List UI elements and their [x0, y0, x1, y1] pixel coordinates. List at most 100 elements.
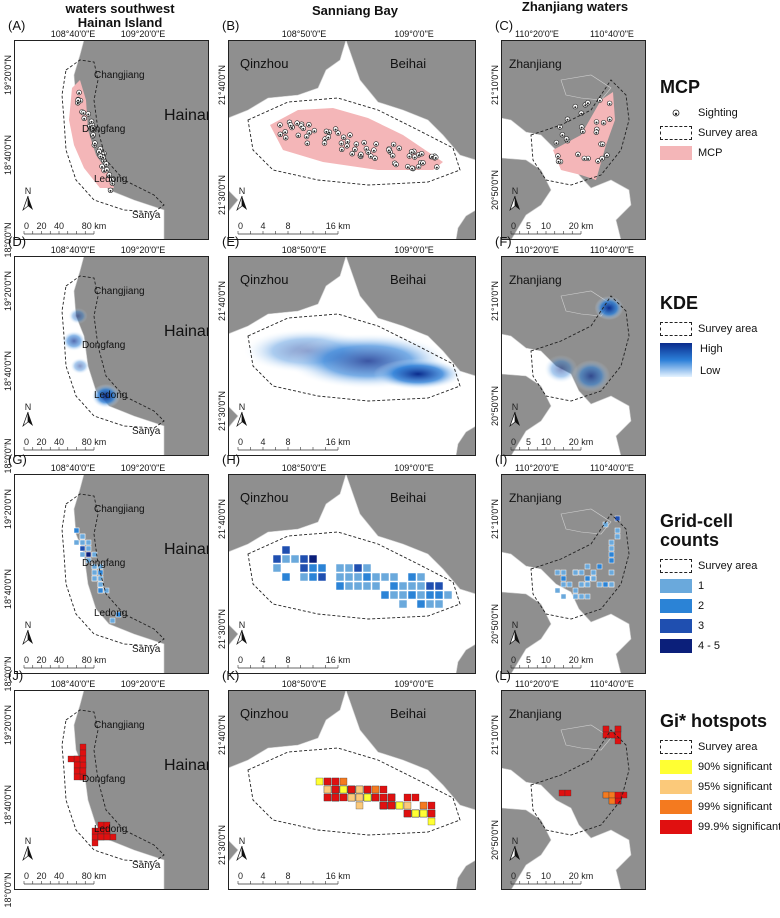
hotspot-cell — [67, 755, 75, 763]
kde-density-blob — [70, 358, 90, 374]
grid-cell — [572, 593, 579, 600]
grid-cell — [590, 575, 597, 582]
grid-cell — [97, 587, 104, 594]
legend-kde: KDE Survey area High Low — [660, 294, 778, 444]
grid-cell — [560, 569, 567, 576]
north-arrow-icon: N — [236, 186, 247, 212]
grid-cell — [272, 563, 282, 573]
legend-row: 95% significant — [660, 779, 772, 795]
land-mass — [345, 256, 476, 377]
place-label: Dongfang — [82, 340, 125, 351]
grid-cell — [566, 581, 573, 588]
legend-label: 99.9% significant — [698, 821, 780, 833]
scale-label: 0 — [238, 221, 243, 231]
grid-cell — [407, 572, 417, 582]
legend-row: Survey area — [660, 321, 757, 337]
kde-density-blob — [62, 331, 86, 351]
grid-cell — [608, 557, 615, 564]
hotspot-cell — [379, 785, 388, 794]
legend-gi: Gi* hotspots Survey area 90% significant 95… — [660, 712, 780, 862]
hotspot-cell — [387, 801, 396, 810]
legend-title: KDE — [660, 294, 698, 313]
legend-grid: Grid-cell counts Survey area 1 2 3 4 - 5 — [660, 512, 778, 662]
scale-label: 16 km — [326, 871, 351, 881]
grid-cell — [584, 581, 591, 588]
hotspot-cell — [79, 761, 87, 769]
longitude-tick-label: 109°0'0"E — [394, 245, 434, 255]
grid-cell — [416, 572, 426, 582]
land-mass — [228, 405, 239, 429]
place-label: Sanya — [132, 426, 161, 437]
land-mass — [455, 425, 476, 456]
map-canvas: Zhanjiang N 0 5 10 20 km — [501, 40, 646, 240]
kde-color-ramp — [660, 343, 692, 377]
hotspot-cell — [331, 777, 340, 786]
place-label: Hainan — [164, 757, 209, 774]
legend-swatch — [660, 820, 692, 835]
grid-cell — [590, 569, 597, 576]
place-label: Changjiang — [94, 504, 145, 515]
grid-cell — [443, 590, 453, 600]
scale-label: 40 — [54, 655, 64, 665]
grid-cell — [608, 539, 615, 546]
map-canvas: Qinzhou Beihai N 0 4 8 16 km — [228, 256, 476, 456]
survey-area-boundary — [530, 513, 630, 620]
map-panel-a: Changjiang Dongfang Ledong Sanya Hainan N 0 20 4… — [14, 40, 209, 240]
map-canvas: Changjiang Dongfang Ledong Sanya Hainan N 0 20 4… — [14, 690, 209, 890]
grid-cell — [85, 551, 92, 558]
grid-cell — [398, 590, 408, 600]
latitude-tick-label: 21°30'0"N — [217, 608, 227, 650]
hotspot-cell — [331, 793, 340, 802]
hotspot-cell — [403, 809, 412, 818]
legend-row: 1 — [660, 578, 704, 594]
survey-area-boundary — [61, 709, 165, 863]
hotspot-cell — [103, 821, 111, 829]
hotspot-cell — [347, 785, 356, 794]
scale-label: 5 — [526, 437, 531, 447]
survey-area-boundary — [530, 79, 630, 186]
grid-cell — [353, 581, 363, 591]
scale-label: 20 — [36, 437, 46, 447]
legend-swatch — [660, 579, 692, 594]
scale-label: 0 — [238, 437, 243, 447]
legend-row: 99% significant — [660, 799, 772, 815]
legend-swatch — [660, 780, 692, 795]
svg-text:N: N — [512, 836, 519, 846]
map-panel-j: Changjiang Dongfang Ledong Sanya Hainan N 0 20 4… — [14, 690, 209, 890]
land-mass — [455, 209, 476, 240]
legend-row: 99.9% significant — [660, 819, 780, 835]
scale-label: 16 km — [326, 437, 351, 447]
longitude-tick-label: 110°20'0"E — [515, 29, 559, 39]
north-arrow-icon: N — [509, 402, 520, 428]
north-arrow-icon: N — [22, 620, 33, 646]
mcp-polygon — [69, 80, 114, 188]
grid-cell — [97, 563, 104, 570]
longitude-tick-label: 109°20'0"E — [120, 29, 166, 39]
grid-cell — [425, 590, 435, 600]
survey-area-boundary — [530, 729, 630, 836]
grid-cell — [85, 557, 92, 564]
place-label: Ledong — [94, 390, 127, 401]
grid-cell — [572, 587, 579, 594]
scale-label: 40 — [54, 871, 64, 881]
hotspot-cell — [614, 791, 622, 799]
grid-cell — [353, 572, 363, 582]
legend-label: Survey area — [698, 560, 758, 572]
north-arrow-icon: N — [509, 836, 520, 862]
latitude-tick-label: 21°10'0"N — [490, 714, 500, 756]
hotspot-cell — [355, 801, 364, 810]
map-canvas: Changjiang Dongfang Ledong Sanya Hainan N 0 20 4… — [14, 474, 209, 674]
longitude-tick-label: 108°40'0"E — [50, 679, 96, 689]
scale-label: 16 km — [326, 655, 351, 665]
survey-area-boundary — [247, 531, 461, 620]
legend-swatch — [660, 599, 692, 614]
place-label: Sanya — [132, 210, 161, 221]
hotspot-cell — [339, 777, 348, 786]
svg-text:N: N — [25, 402, 32, 412]
scale-label: 0 — [24, 655, 29, 665]
grid-cell — [353, 563, 363, 573]
grid-cell — [281, 554, 291, 564]
grid-cell — [344, 563, 354, 573]
hotspot-cell — [73, 755, 81, 763]
scale-bar: 0 5 10 20 km — [510, 871, 593, 885]
